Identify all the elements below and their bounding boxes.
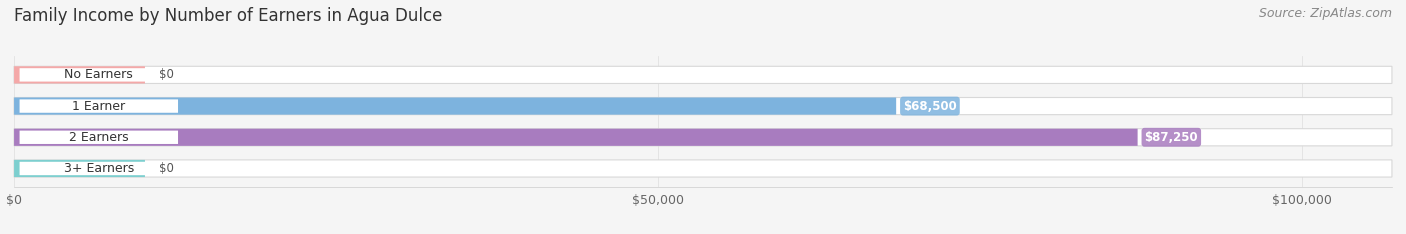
Text: Family Income by Number of Earners in Agua Dulce: Family Income by Number of Earners in Ag…	[14, 7, 443, 25]
Text: Source: ZipAtlas.com: Source: ZipAtlas.com	[1258, 7, 1392, 20]
Text: $0: $0	[159, 68, 173, 81]
FancyBboxPatch shape	[14, 98, 896, 115]
Text: 3+ Earners: 3+ Earners	[63, 162, 134, 175]
Text: 2 Earners: 2 Earners	[69, 131, 128, 144]
FancyBboxPatch shape	[14, 66, 145, 84]
FancyBboxPatch shape	[20, 68, 179, 82]
FancyBboxPatch shape	[14, 160, 1392, 177]
FancyBboxPatch shape	[14, 66, 1392, 84]
Text: $0: $0	[159, 162, 173, 175]
FancyBboxPatch shape	[20, 131, 179, 144]
Text: No Earners: No Earners	[65, 68, 134, 81]
FancyBboxPatch shape	[20, 162, 179, 175]
FancyBboxPatch shape	[20, 99, 179, 113]
FancyBboxPatch shape	[14, 98, 1392, 115]
FancyBboxPatch shape	[14, 129, 1392, 146]
FancyBboxPatch shape	[14, 129, 1137, 146]
Text: $87,250: $87,250	[1144, 131, 1198, 144]
Text: 1 Earner: 1 Earner	[72, 100, 125, 113]
FancyBboxPatch shape	[14, 160, 145, 177]
Text: $68,500: $68,500	[903, 100, 957, 113]
